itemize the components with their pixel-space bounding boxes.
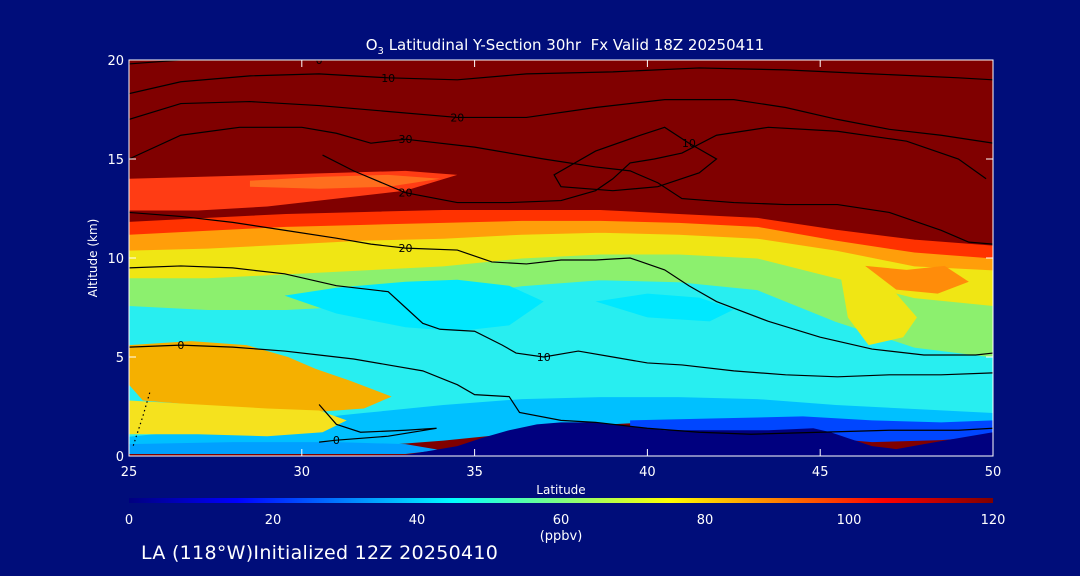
colorbar-tick-label: 20 bbox=[265, 513, 282, 528]
contour-label-0: 0 bbox=[316, 54, 323, 67]
contour-label-9: 0 bbox=[333, 434, 340, 447]
x-axis-label: Latitude bbox=[536, 483, 585, 497]
contour-line-9 bbox=[318, 404, 437, 443]
colorbar-tick-label: 80 bbox=[697, 513, 714, 528]
terrain-mask bbox=[129, 422, 993, 456]
contour-line-3 bbox=[129, 126, 993, 245]
contour-label-3: 30 bbox=[398, 133, 412, 146]
colorbar-tick-label: 120 bbox=[981, 513, 1006, 528]
contour-line-1 bbox=[129, 67, 993, 95]
terrain bbox=[129, 422, 993, 456]
ozone-patch-9 bbox=[129, 442, 441, 455]
y-tick-label: 0 bbox=[116, 450, 124, 465]
y-tick-label: 5 bbox=[116, 351, 124, 366]
contour-line-7 bbox=[129, 265, 993, 378]
ozone-patch-7 bbox=[249, 174, 441, 189]
contour-lines: 0 10 20 30 20 10 20 10 0 0 bbox=[129, 54, 993, 449]
y-tick-label: 15 bbox=[107, 153, 124, 168]
ozone-patch-1 bbox=[129, 400, 347, 437]
y-tick-label: 10 bbox=[107, 252, 124, 267]
contour-line-8 bbox=[129, 344, 993, 435]
colorbar-tick-label: 100 bbox=[837, 513, 862, 528]
x-tick-label: 45 bbox=[812, 465, 829, 480]
colorbar-tick-label: 40 bbox=[409, 513, 426, 528]
y-axis: 0 5 10 15 20 bbox=[107, 54, 993, 465]
ozone-patches bbox=[129, 170, 993, 455]
contour-label-8: 0 bbox=[177, 339, 184, 352]
ozone-patch-2 bbox=[284, 279, 544, 332]
contour-label-1: 10 bbox=[381, 72, 395, 85]
contour-label-2: 20 bbox=[450, 111, 464, 124]
colorbar-unit: (ppbv) bbox=[540, 529, 583, 544]
title-rest: Latitudinal Y-Section 30hr Fx Valid 18Z … bbox=[384, 36, 764, 54]
ozone-patch-3 bbox=[595, 293, 734, 322]
initialized-caption: LA (118°W)Initialized 12Z 20250410 bbox=[141, 542, 499, 564]
chart-title: O3 Latitudinal Y-Section 30hr Fx Valid 1… bbox=[366, 36, 765, 57]
y-tick-label: 20 bbox=[107, 54, 124, 69]
x-tick-label: 50 bbox=[985, 465, 1002, 480]
ozone-patch-4 bbox=[840, 277, 917, 346]
contour-label-5: 10 bbox=[682, 137, 696, 150]
contour-line-2 bbox=[129, 98, 993, 144]
y-axis-label: Altitude (km) bbox=[86, 219, 100, 298]
ozone-patch-5 bbox=[865, 265, 969, 294]
colorbar-tick-label: 60 bbox=[553, 513, 570, 528]
colorbar-tick-label: 0 bbox=[125, 513, 133, 528]
ozone-patch-0 bbox=[129, 341, 392, 413]
colorbar-ticks: 0 20 40 60 80 100 120 bbox=[125, 513, 1006, 528]
contour-line-5 bbox=[553, 126, 718, 192]
title-subscript: 3 bbox=[378, 46, 384, 57]
contour-line-6 bbox=[129, 211, 993, 356]
ozone-band-5 bbox=[129, 209, 993, 259]
contour-label-4: 20 bbox=[398, 187, 412, 200]
title-main: O bbox=[366, 36, 378, 54]
x-axis: 25 30 35 40 45 50 bbox=[121, 60, 1002, 480]
plot-area: 0 10 20 30 20 10 20 10 0 0 bbox=[129, 54, 993, 456]
x-tick-label: 40 bbox=[639, 465, 656, 480]
contour-label-6: 20 bbox=[398, 242, 412, 255]
contour-label-7: 10 bbox=[537, 351, 551, 364]
x-tick-label: 30 bbox=[294, 465, 311, 480]
contour-line-4 bbox=[322, 126, 987, 204]
colorbar bbox=[129, 498, 993, 503]
contour-line-0 bbox=[129, 60, 441, 65]
x-tick-label: 35 bbox=[466, 465, 483, 480]
x-tick-label: 25 bbox=[121, 465, 138, 480]
